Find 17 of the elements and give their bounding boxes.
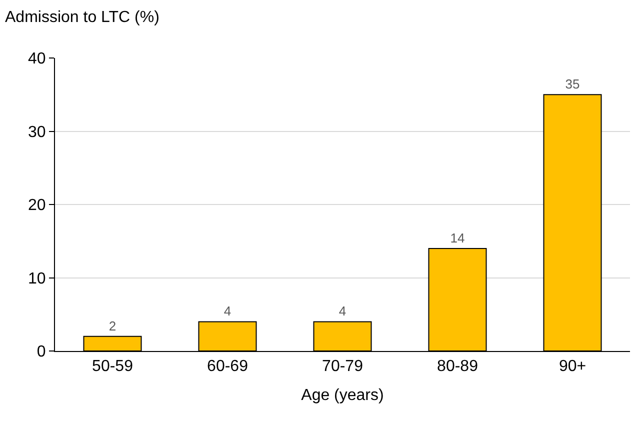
data-label: 2 [108,318,116,334]
y-tick-label: 0 [36,344,46,361]
y-tick-label: 10 [28,270,46,288]
data-label: 4 [338,304,346,319]
x-tick-label: 90+ [558,358,586,376]
x-tick-label: 70-79 [322,358,364,376]
y-tick-label: 40 [28,50,46,68]
y-tick-label: 20 [28,197,46,214]
data-label: 35 [565,76,580,92]
x-tick-label: 80-89 [437,358,478,376]
data-label: 14 [450,230,465,246]
y-axis-title: Admission to LTC (%) [5,9,160,26]
y-tick-label: 30 [28,124,46,141]
x-axis-title: Age (years) [301,386,384,404]
x-tick-label: 60-69 [207,358,248,376]
data-label: 4 [224,304,232,319]
x-tick-label: 50-59 [92,358,134,376]
